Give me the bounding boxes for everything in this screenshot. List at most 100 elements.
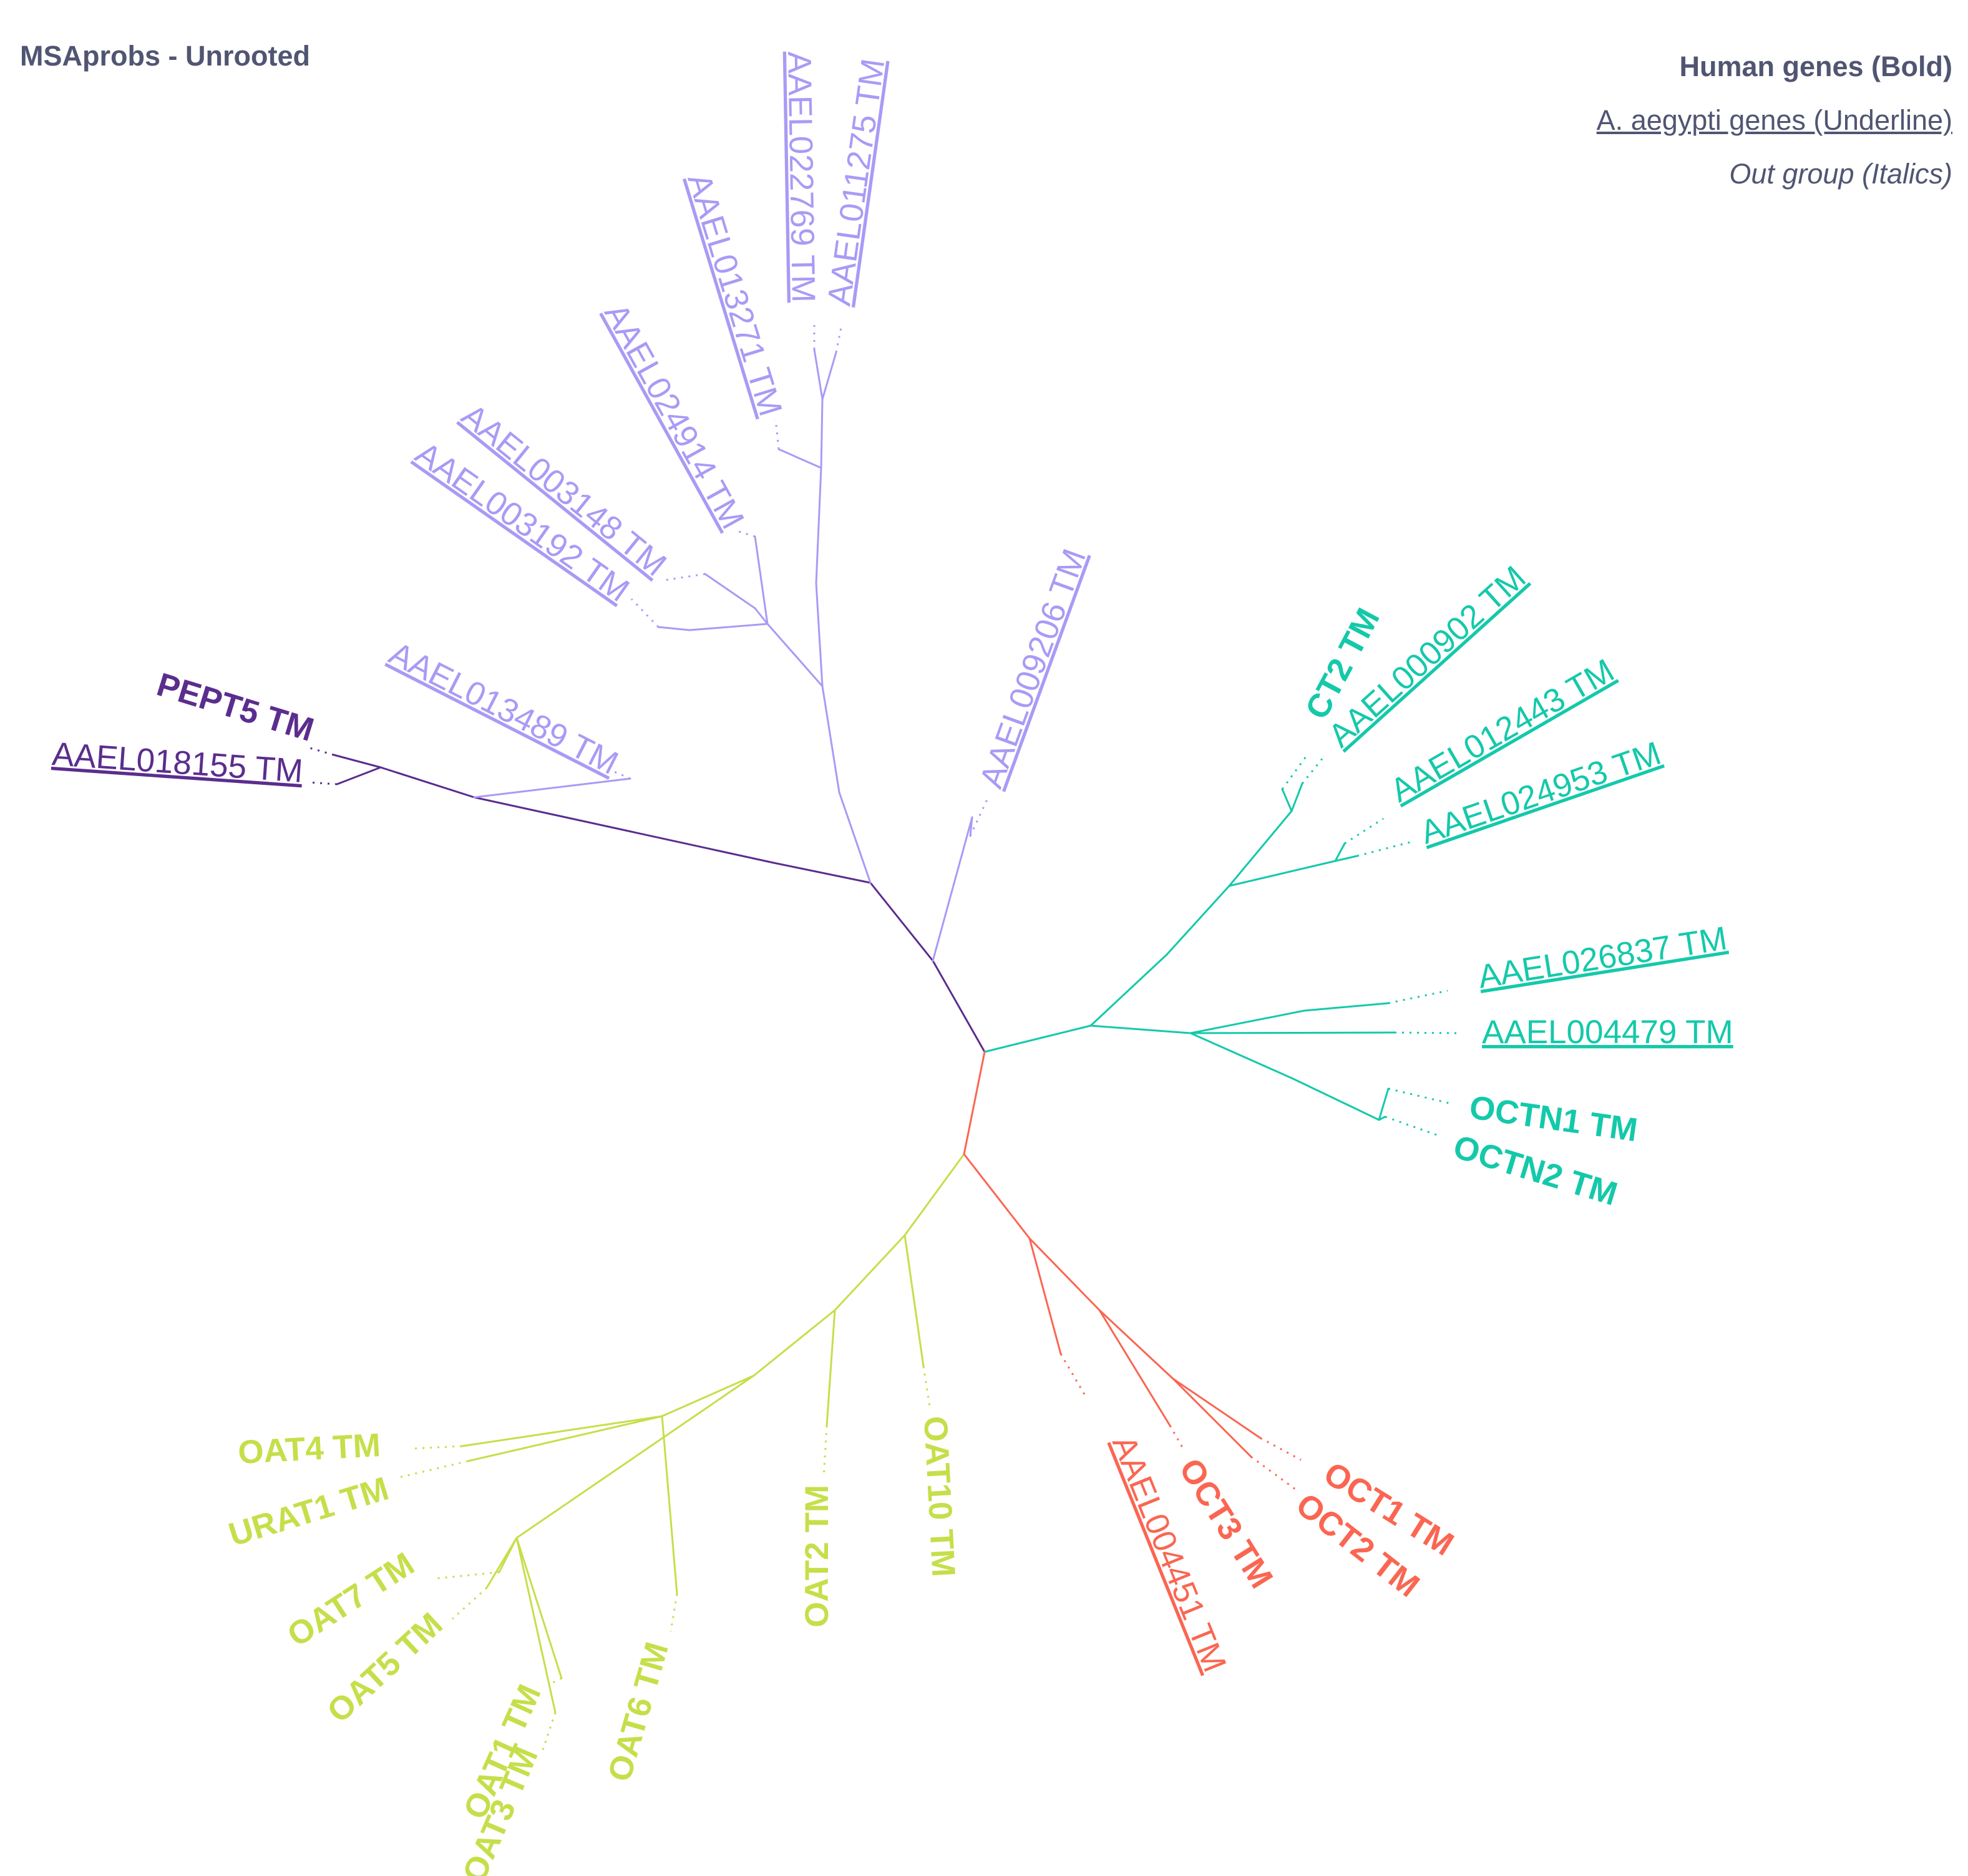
tip-label-aael011275: AAEL011275 TM xyxy=(821,57,892,308)
tip-label-aael004479: AAEL004479 TM xyxy=(1482,1014,1733,1051)
tip-label-aael022769: AAEL022769 TM xyxy=(781,51,822,303)
tip-label-aael013489: AAEL013489 TM xyxy=(383,635,624,782)
branch-oat7 xyxy=(498,1537,518,1573)
legend: Human genes (Bold) A. aegypti genes (Und… xyxy=(1597,40,1952,201)
branch-oat3 xyxy=(515,1537,557,1714)
leader-oat4 xyxy=(411,1445,462,1450)
branch-oct3 xyxy=(1098,1309,1171,1427)
leader-oat2 xyxy=(822,1425,828,1478)
leader-aael003192 xyxy=(630,598,660,628)
branch xyxy=(1166,885,1230,956)
leader-pept5 xyxy=(305,746,334,756)
legend-italic-out-group: Out group (Italics) xyxy=(1729,158,1952,190)
branch xyxy=(661,1374,755,1417)
branch xyxy=(754,607,769,625)
branch xyxy=(838,791,872,884)
tip-label-oat6: OAT6 TM xyxy=(601,1638,676,1786)
branch-oat4 xyxy=(460,1415,663,1447)
leader-aael011275 xyxy=(835,327,842,353)
branch-aael003192 xyxy=(657,626,691,631)
branch-aael003148 xyxy=(704,573,756,610)
branch-aael004451 xyxy=(1028,1237,1062,1355)
diagram-title: MSAprobs - Unrooted xyxy=(20,40,310,72)
branch-urat1 xyxy=(467,1415,663,1462)
branch xyxy=(821,685,840,794)
leader-oat7 xyxy=(436,1571,500,1580)
branch-aael000902 xyxy=(1290,782,1303,812)
leader-aael003148 xyxy=(664,573,706,581)
branch xyxy=(1189,1009,1305,1034)
leader-aael024953 xyxy=(1357,841,1411,857)
branch-oct2 xyxy=(1172,1378,1252,1458)
branch-aael013489 xyxy=(473,777,631,799)
branch xyxy=(1089,953,1168,1027)
branch xyxy=(815,582,824,688)
branch xyxy=(963,1153,1031,1240)
tip-label-oat2: OAT2 TM xyxy=(799,1485,835,1628)
branch xyxy=(379,766,475,799)
leader-octn2 xyxy=(1385,1115,1439,1137)
branch xyxy=(1089,1024,1192,1034)
tip-label-aael018155: AAEL018155 TM xyxy=(51,736,304,790)
leader-ct2 xyxy=(1281,754,1308,790)
tip-label-oat4: OAT4 TM xyxy=(237,1427,381,1471)
leader-aael004451 xyxy=(1060,1353,1086,1395)
leader-oat10 xyxy=(922,1366,931,1407)
tip-label-aael026837: AAEL026837 TM xyxy=(1476,920,1730,995)
branch xyxy=(766,623,824,688)
tip-label-aael013271: AAEL013271 TM xyxy=(680,169,789,420)
branch xyxy=(1028,1237,1101,1311)
branch xyxy=(688,623,769,631)
branch-aael011275 xyxy=(821,351,837,401)
branch-aael024914 xyxy=(754,535,769,625)
branch xyxy=(515,1374,755,1539)
branch-aael009206 xyxy=(969,816,973,837)
branch-pept5 xyxy=(333,754,382,769)
branch xyxy=(1228,810,1293,887)
leader-oat6 xyxy=(670,1593,678,1632)
branch xyxy=(932,960,986,1053)
legend-bold-human-genes: Human genes (Bold) xyxy=(1679,51,1952,82)
branch-aael022769 xyxy=(813,348,824,401)
tip-label-urat1: URAT1 TM xyxy=(225,1470,393,1553)
leader-aael013271 xyxy=(774,419,780,450)
branch xyxy=(1290,1077,1380,1121)
leader-oct2 xyxy=(1250,1456,1298,1492)
branch xyxy=(932,816,973,962)
branch xyxy=(1098,1309,1174,1380)
branch xyxy=(983,1024,1092,1053)
branch-ct2 xyxy=(1281,788,1293,812)
leader-oat3 xyxy=(542,1712,557,1751)
branch xyxy=(869,882,934,962)
branch xyxy=(820,398,824,469)
legend-underline-aegypti-genes: A. aegypti genes (Underline) xyxy=(1596,104,1952,136)
tip-leader-lines xyxy=(305,321,1458,1751)
branch-aael013271 xyxy=(777,448,822,469)
tip-label-aael004451: AAEL004451 TM xyxy=(1105,1431,1234,1677)
leader-oct1 xyxy=(1260,1437,1302,1461)
branch-oat1 xyxy=(515,1537,563,1679)
branch-aael024953 xyxy=(1334,855,1358,862)
leader-aael009206 xyxy=(969,795,990,837)
branch-octn2 xyxy=(1378,1115,1386,1121)
tip-label-oat10: OAT10 TM xyxy=(917,1415,962,1578)
branch-oct1 xyxy=(1172,1378,1262,1439)
leader-aael000902 xyxy=(1301,754,1327,784)
branch xyxy=(1189,1032,1293,1079)
branch xyxy=(753,1309,836,1377)
branch-octn1 xyxy=(1378,1087,1390,1121)
leader-aael026837 xyxy=(1388,989,1448,1004)
leader-oct3 xyxy=(1169,1425,1184,1448)
branch xyxy=(473,796,775,864)
leader-oat5 xyxy=(451,1587,488,1620)
branch-oat10 xyxy=(904,1234,925,1368)
leader-aael013489 xyxy=(611,769,631,780)
tree-branches xyxy=(333,348,1396,1714)
branch-oat2 xyxy=(826,1309,836,1427)
leader-octn1 xyxy=(1388,1087,1454,1106)
branch xyxy=(904,1153,965,1237)
branch xyxy=(772,862,872,884)
tip-label-pept5: PEPT5 TM xyxy=(153,666,318,749)
